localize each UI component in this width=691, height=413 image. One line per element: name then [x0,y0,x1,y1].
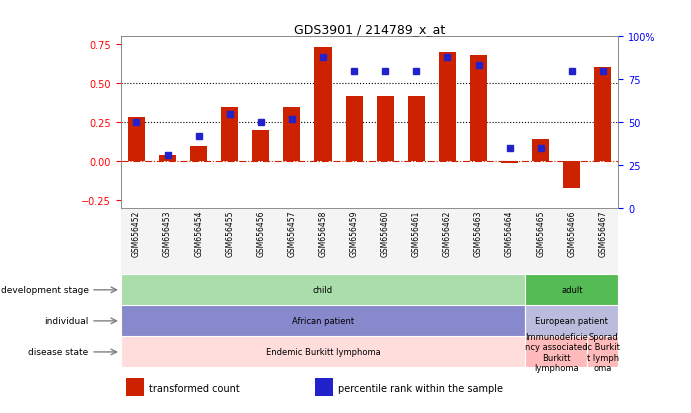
Bar [587,209,618,275]
Text: GSM656453: GSM656453 [163,210,172,256]
Bar [377,96,394,162]
Bar [221,107,238,162]
Bar [494,209,525,275]
Text: GSM656462: GSM656462 [443,210,452,256]
Bar [401,209,432,275]
Bar [159,156,176,162]
Bar [594,68,612,162]
Bar [121,337,525,368]
Title: GDS3901 / 214789_x_at: GDS3901 / 214789_x_at [294,23,445,36]
Text: European patient: European patient [536,317,608,325]
Text: GSM656463: GSM656463 [474,210,483,256]
Text: GSM656456: GSM656456 [256,210,265,256]
Text: GSM656454: GSM656454 [194,210,203,256]
Bar [432,209,463,275]
Text: Endemic Burkitt lymphoma: Endemic Burkitt lymphoma [265,348,381,356]
Text: GSM656460: GSM656460 [381,210,390,256]
Text: transformed count: transformed count [149,383,240,393]
Text: development stage: development stage [1,286,88,294]
Bar [121,209,152,275]
Bar [128,118,145,162]
Text: GSM656455: GSM656455 [225,210,234,256]
Bar [121,306,525,337]
Bar [532,140,549,162]
Bar [126,378,144,396]
Text: GSM656465: GSM656465 [536,210,545,256]
Bar [501,162,518,164]
Text: GSM656459: GSM656459 [350,210,359,256]
Bar [525,275,618,306]
Bar [408,96,425,162]
Text: GSM656452: GSM656452 [132,210,141,256]
Bar [307,209,339,275]
Bar [121,275,525,306]
Bar [183,209,214,275]
Text: GSM656458: GSM656458 [319,210,328,256]
Bar [283,107,301,162]
Bar [190,146,207,162]
Bar [339,209,370,275]
Bar [245,209,276,275]
Bar [346,96,363,162]
Text: percentile rank within the sample: percentile rank within the sample [338,383,503,393]
Bar [563,162,580,188]
Text: adult: adult [561,286,583,294]
Bar [463,209,494,275]
Bar [152,209,183,275]
Text: Immunodeficie
ncy associated
Burkitt
lymphoma: Immunodeficie ncy associated Burkitt lym… [525,332,587,372]
Bar [315,378,333,396]
Bar [525,337,587,368]
Text: GSM656467: GSM656467 [598,210,607,256]
Bar [252,131,269,162]
Text: GSM656466: GSM656466 [567,210,576,256]
Text: child: child [313,286,333,294]
Text: GSM656457: GSM656457 [287,210,296,256]
Bar [525,306,618,337]
Text: GSM656461: GSM656461 [412,210,421,256]
Bar [587,337,618,368]
Text: individual: individual [44,317,88,325]
Bar [556,209,587,275]
Text: GSM656464: GSM656464 [505,210,514,256]
Bar [314,48,332,162]
Bar [470,56,487,162]
Text: disease state: disease state [28,348,88,356]
Bar [214,209,245,275]
Bar [439,53,456,162]
Bar [276,209,307,275]
Bar [370,209,401,275]
Bar [525,209,556,275]
Text: African patient: African patient [292,317,354,325]
Text: Sporad
ic Burkit
t lymph
oma: Sporad ic Burkit t lymph oma [585,332,621,372]
